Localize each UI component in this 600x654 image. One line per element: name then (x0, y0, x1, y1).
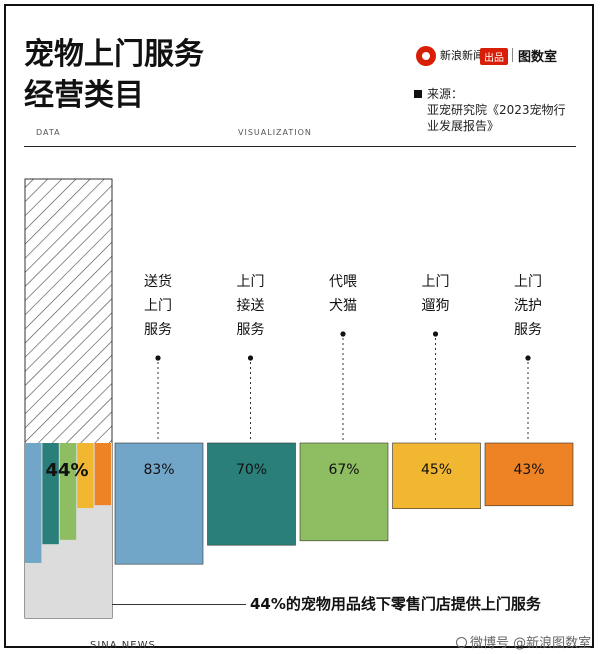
sina-logo-icon (416, 46, 436, 66)
category-label-2-line-3: 服务 (237, 322, 265, 338)
brand-badge: 出品 (480, 48, 508, 65)
square-bullet-icon (414, 90, 422, 98)
overall-value-label: 44% (45, 460, 88, 481)
source-line-3: 业发展报告》 (427, 119, 500, 133)
value-label-4: 45% (421, 462, 452, 478)
source-note: 来源： 亚宠研究院《2023宠物行 业发展报告》 (414, 86, 584, 134)
bar-2 (207, 442, 296, 546)
bar-3 (299, 442, 389, 542)
header-rule (24, 146, 576, 147)
brand-bar: 新浪新闻 出品 图数室 (416, 46, 566, 68)
leader-dot-5 (525, 355, 531, 361)
watermark-left: SINA NEWS (90, 640, 156, 651)
category-label-1-line-3: 服务 (144, 322, 172, 338)
page-title-line-1: 宠物上门服务 (24, 37, 204, 72)
axis-label-left: DATA (36, 128, 61, 137)
brand-room: 图数室 (518, 50, 558, 65)
bar-1 (114, 442, 204, 565)
leader-dot-2 (247, 355, 254, 361)
bar-5 (484, 442, 574, 507)
category-label-4-line-2: 遛狗 (422, 298, 450, 314)
category-label-5-line-1: 上门 (514, 274, 542, 290)
category-label-3-line-2: 犬猫 (329, 298, 357, 314)
category-label-2-line-2: 接送 (237, 297, 265, 314)
value-label-1: 83% (143, 462, 174, 478)
leader-dot-1 (155, 355, 161, 361)
footer-rule (112, 604, 246, 605)
leader-dot-3 (340, 331, 346, 337)
category-label-4-line-1: 上门 (422, 274, 450, 290)
weibo-icon (456, 637, 467, 648)
value-label-2: 70% (236, 462, 267, 478)
overall-strip-5 (94, 443, 111, 506)
chart-frame (4, 4, 594, 648)
value-label-5: 43% (513, 462, 544, 478)
footer-note: 44%的宠物用品线下零售门店提供上门服务 (250, 595, 541, 613)
axis-label-right: VISUALIZATION (238, 128, 312, 137)
page-title-line-2: 经营类目 (24, 78, 144, 113)
overall-strip-4 (77, 443, 94, 509)
category-label-5-line-2: 洗护 (514, 298, 542, 314)
category-label-3-line-1: 代喂 (329, 274, 357, 290)
value-label-3: 67% (328, 462, 359, 478)
category-label-1-line-1: 送货 (144, 273, 172, 290)
category-label-2-line-1: 上门 (237, 274, 265, 290)
source-line-1: 来源： (427, 87, 464, 101)
leader-dot-4 (432, 331, 439, 337)
source-line-2: 亚宠研究院《2023宠物行 (427, 103, 566, 117)
brand-separator (512, 48, 513, 62)
overall-strip-3 (59, 443, 77, 540)
brand-name: 新浪新闻 (440, 49, 484, 62)
category-label-5-line-3: 服务 (514, 322, 542, 338)
bar-4 (392, 442, 481, 509)
watermark-right-text: 微博号 @新浪图数室 (470, 636, 592, 651)
overall-strip-2 (42, 443, 59, 545)
overall-strip-1 (25, 443, 42, 563)
watermark-right: 微博号 @新浪图数室 (450, 632, 591, 651)
category-label-1-line-2: 上门 (144, 298, 172, 314)
